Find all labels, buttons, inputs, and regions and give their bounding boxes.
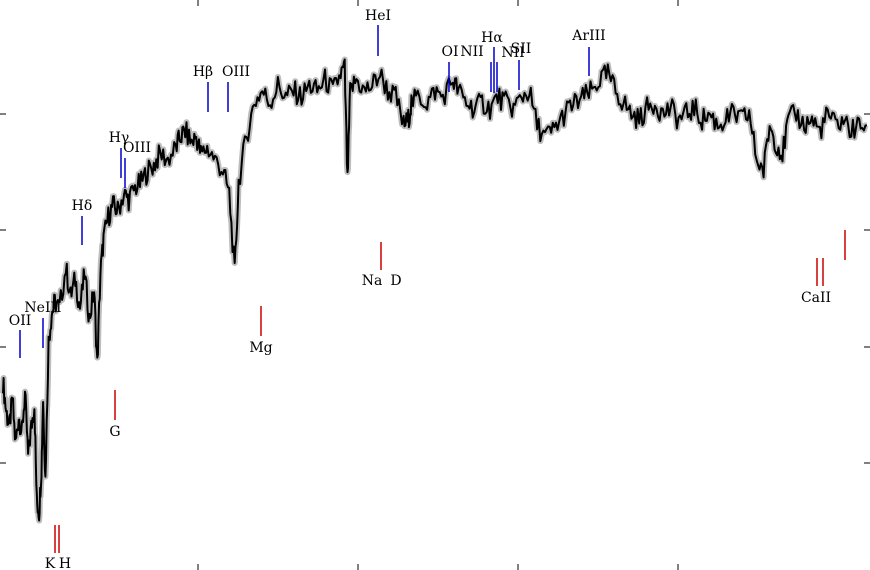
emission-label-9: NII [460,44,483,60]
emission-label-0: OII [9,313,32,329]
absorption-label-6: CaII [801,290,831,306]
absorption-label-2: G [109,424,120,440]
line-markers [19,25,846,553]
absorption-label-5: D [390,273,401,289]
emission-label-1: NeIII [24,300,61,316]
absorption-label-4: Na [362,273,383,289]
error-band-path [0,56,869,524]
spectrum-series [2,58,868,522]
emission-label-10: Hα [481,30,503,46]
emission-label-7: HeI [365,8,391,24]
emission-label-8: OI [441,44,458,60]
emission-label-5: Hβ [193,64,213,80]
emission-label-4: OIII [123,140,151,156]
absorption-label-3: Mg [249,340,272,356]
error-band [0,56,869,524]
emission-label-2: Hδ [72,198,93,214]
absorption-label-1: H [59,556,71,570]
emission-label-3: Hγ [109,130,130,146]
absorption-label-0: K [45,556,56,570]
emission-label-13: ArIII [571,28,605,44]
emission-label-6: OIII [222,64,250,80]
emission-label-11: NII [501,45,524,61]
emission-label-12: SII [511,41,532,57]
spectrum-line [2,58,868,522]
